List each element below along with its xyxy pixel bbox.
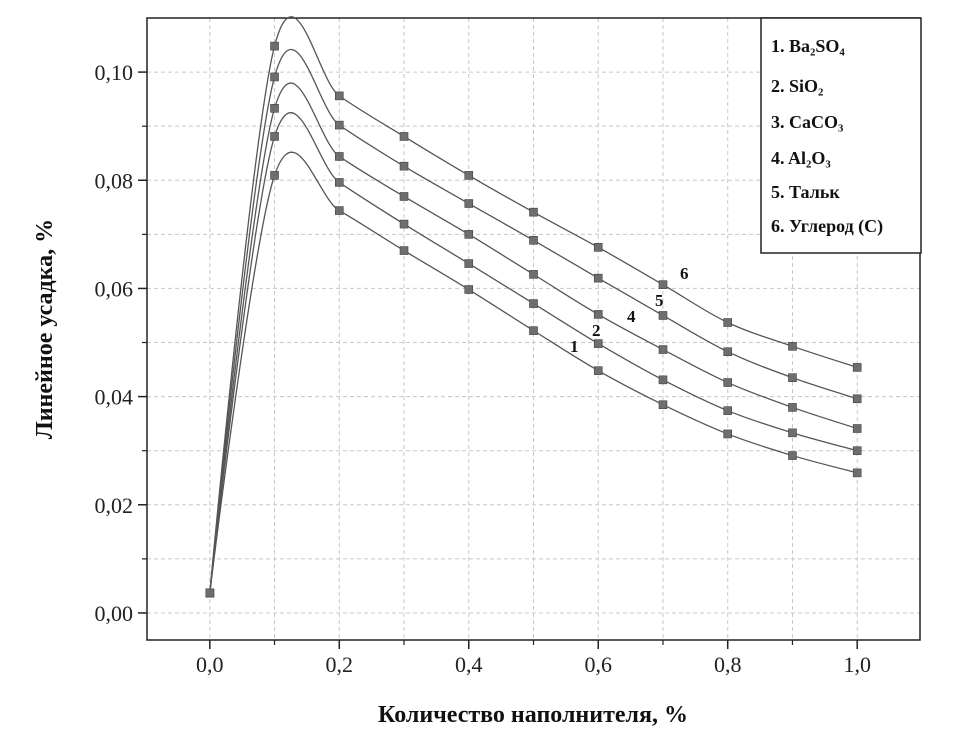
y-tick-label: 0,02 <box>95 493 134 518</box>
data-point <box>723 406 733 415</box>
data-point <box>658 375 668 385</box>
data-point <box>529 326 538 335</box>
curve-label: 6 <box>680 264 689 283</box>
data-point <box>593 310 603 319</box>
curve-label: 2 <box>592 321 601 340</box>
data-point <box>788 428 797 438</box>
data-point <box>593 366 603 375</box>
data-point <box>723 318 733 327</box>
data-point <box>270 72 279 82</box>
data-point <box>788 342 797 351</box>
data-point <box>529 207 538 217</box>
x-axis-label: Количество наполнителя, % <box>378 702 688 728</box>
legend-entry: 3. CaCO₃ <box>771 112 844 132</box>
data-point <box>464 259 474 268</box>
data-point <box>270 104 279 113</box>
data-point <box>723 347 733 357</box>
data-point <box>852 468 862 478</box>
data-point <box>399 132 409 141</box>
data-point <box>270 171 279 180</box>
data-point <box>658 280 668 289</box>
data-point <box>658 345 668 354</box>
data-point <box>399 246 409 255</box>
data-point <box>658 400 668 410</box>
curve-label: 4 <box>627 307 636 326</box>
y-tick-label: 0,00 <box>95 601 134 626</box>
data-point <box>593 339 603 348</box>
data-point <box>334 206 344 215</box>
data-point <box>852 363 862 372</box>
x-tick-label: 0,8 <box>714 652 742 677</box>
data-point <box>464 230 474 239</box>
data-point <box>399 192 409 201</box>
data-point <box>723 378 733 387</box>
data-point <box>205 588 215 598</box>
legend-entry: 2. SiO₂ <box>771 76 823 96</box>
legend-entry: 6. Углерод (С) <box>771 216 883 237</box>
data-point <box>464 171 474 180</box>
data-point <box>593 273 603 283</box>
series-line <box>209 112 858 594</box>
data-point <box>852 446 862 455</box>
data-point <box>270 132 279 141</box>
plot-frame <box>146 17 921 641</box>
y-tick-label: 0,08 <box>95 168 134 193</box>
legend-box <box>760 17 922 254</box>
y-tick-label: 0,06 <box>95 276 134 301</box>
data-point <box>399 219 409 229</box>
x-tick-label: 0,4 <box>455 652 483 677</box>
y-axis-label: Линейное усадка, % <box>32 219 58 439</box>
data-point <box>723 429 733 439</box>
x-tick-label: 0,6 <box>584 652 612 677</box>
data-point <box>399 161 409 171</box>
y-tick-label: 0,10 <box>95 60 134 85</box>
data-point <box>464 285 474 294</box>
data-point <box>852 394 862 404</box>
data-point <box>529 270 538 279</box>
y-tick-label: 0,04 <box>95 385 134 410</box>
data-point <box>464 199 474 208</box>
curve-label: 5 <box>655 291 664 310</box>
x-tick-label: 1,0 <box>843 652 871 677</box>
curve-label: 1 <box>570 337 579 356</box>
data-point <box>529 235 538 245</box>
data-point <box>788 451 797 460</box>
x-tick-label: 0,2 <box>326 652 354 677</box>
legend-entry: 4. Al₂O₃ <box>771 148 831 168</box>
data-point <box>529 299 538 308</box>
data-point <box>334 91 344 101</box>
data-point <box>788 373 797 382</box>
data-point <box>658 311 668 320</box>
data-point <box>334 178 344 187</box>
x-tick-label: 0,0 <box>196 652 224 677</box>
series-line <box>209 151 858 594</box>
legend-entry: 1. Ba₂SO₄ <box>771 36 845 56</box>
data-point <box>593 243 603 252</box>
data-point <box>334 152 344 161</box>
legend-entry: 5. Тальк <box>771 182 840 202</box>
data-point <box>788 403 797 412</box>
data-point <box>270 41 279 51</box>
data-point <box>334 120 344 130</box>
data-point <box>852 424 862 433</box>
